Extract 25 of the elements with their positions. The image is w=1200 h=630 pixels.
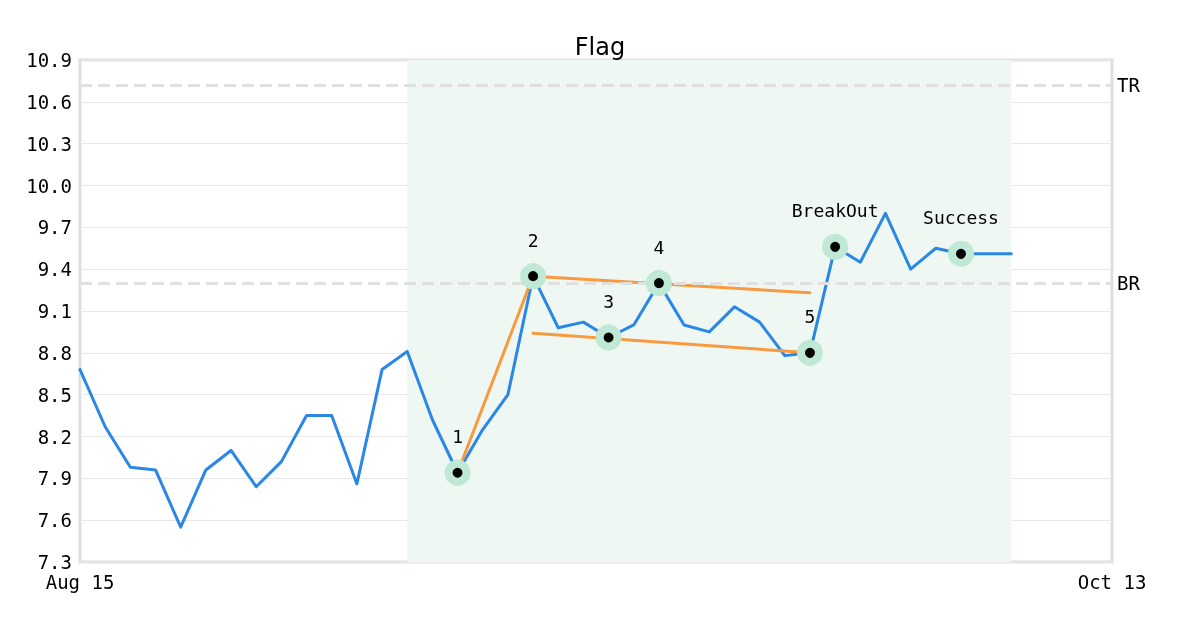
y-tick-label: 8.8 — [37, 341, 72, 364]
annotation: 3 — [603, 290, 615, 312]
y-tick-label: 10.9 — [26, 49, 72, 71]
y-tick-label: 10.6 — [26, 90, 72, 113]
annotation: 1 — [452, 426, 463, 448]
x-tick-label: Oct 13 — [1077, 570, 1147, 593]
y-tick-label: 10.3 — [26, 132, 72, 155]
chart-title: Flag — [574, 33, 626, 61]
x-tick-label: Aug 15 — [45, 570, 115, 593]
y-tick-label: 7.3 — [37, 551, 72, 573]
y-tick-label: 7.9 — [37, 467, 72, 490]
ref-line-label: TR — [1117, 74, 1141, 97]
y-tick-label: 8.5 — [37, 383, 72, 406]
annotation: Success — [923, 207, 999, 229]
y-tick-label: 9.7 — [37, 216, 72, 239]
annotation: 4 — [653, 236, 665, 258]
annotation: BreakOut — [791, 200, 879, 222]
y-tick-label: 8.2 — [37, 425, 72, 448]
ref-line-label: BR — [1117, 272, 1141, 295]
annotation: 2 — [527, 229, 539, 251]
y-tick-label: 10.0 — [26, 174, 72, 197]
y-tick-label: 9.1 — [37, 300, 72, 322]
y-tick-label: 7.6 — [37, 509, 72, 532]
annotation: 5 — [804, 306, 816, 328]
y-tick-label: 9.4 — [37, 258, 72, 281]
